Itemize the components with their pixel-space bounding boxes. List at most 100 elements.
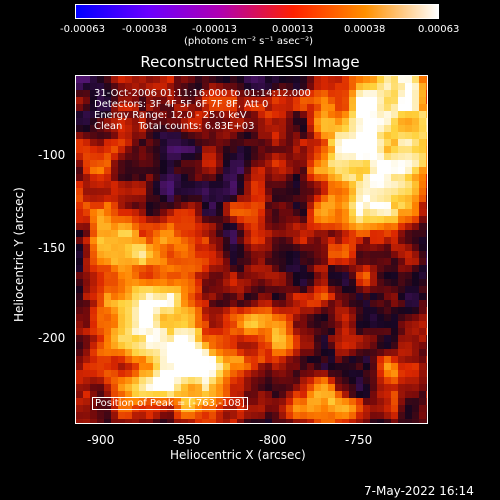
map-pixel	[97, 272, 105, 280]
map-pixel	[377, 188, 385, 196]
map-pixel	[195, 104, 203, 112]
map-pixel	[251, 370, 259, 378]
map-pixel	[356, 279, 364, 287]
map-pixel	[167, 279, 175, 287]
map-pixel	[307, 293, 315, 301]
map-pixel	[153, 300, 161, 308]
map-pixel	[230, 244, 238, 252]
map-pixel	[83, 118, 91, 126]
map-pixel	[209, 349, 217, 357]
map-pixel	[244, 167, 252, 175]
map-pixel	[391, 216, 399, 224]
map-pixel	[321, 258, 329, 266]
map-pixel	[328, 405, 336, 413]
map-pixel	[139, 251, 147, 259]
map-pixel	[174, 412, 182, 420]
map-pixel	[83, 349, 91, 357]
map-pixel	[426, 76, 427, 84]
map-pixel	[335, 160, 343, 168]
map-pixel	[132, 195, 140, 203]
map-pixel	[174, 230, 182, 238]
map-pixel	[265, 202, 273, 210]
map-pixel	[83, 97, 91, 105]
map-pixel	[342, 321, 350, 329]
map-pixel	[272, 174, 280, 182]
map-pixel	[167, 398, 175, 406]
map-pixel	[251, 230, 259, 238]
map-pixel	[349, 272, 357, 280]
map-pixel	[307, 132, 315, 140]
map-pixel	[230, 216, 238, 224]
map-pixel	[146, 90, 154, 98]
map-pixel	[328, 321, 336, 329]
map-pixel	[377, 293, 385, 301]
map-pixel	[426, 139, 427, 147]
map-pixel	[139, 104, 147, 112]
map-pixel	[307, 111, 315, 119]
map-pixel	[377, 181, 385, 189]
map-pixel	[83, 167, 91, 175]
map-pixel	[216, 398, 224, 406]
map-pixel	[167, 160, 175, 168]
map-pixel	[391, 167, 399, 175]
map-pixel	[349, 258, 357, 266]
map-pixel	[321, 153, 329, 161]
map-pixel	[328, 195, 336, 203]
map-pixel	[405, 314, 413, 322]
map-pixel	[209, 279, 217, 287]
map-pixel	[321, 104, 329, 112]
map-pixel	[405, 118, 413, 126]
map-pixel	[181, 300, 189, 308]
map-pixel	[209, 405, 217, 413]
map-pixel	[363, 195, 371, 203]
map-pixel	[202, 195, 210, 203]
map-pixel	[237, 244, 245, 252]
map-pixel	[335, 195, 343, 203]
map-pixel	[272, 265, 280, 273]
map-pixel	[356, 356, 364, 364]
map-pixel	[174, 398, 182, 406]
map-pixel	[265, 160, 273, 168]
map-pixel	[363, 412, 371, 420]
map-pixel	[356, 272, 364, 280]
map-pixel	[384, 111, 392, 119]
map-pixel	[195, 307, 203, 315]
map-pixel	[405, 363, 413, 371]
map-pixel	[363, 83, 371, 91]
map-pixel	[223, 160, 231, 168]
map-pixel	[111, 132, 119, 140]
map-pixel	[216, 307, 224, 315]
map-pixel	[230, 279, 238, 287]
map-pixel	[153, 377, 161, 385]
map-pixel	[125, 97, 133, 105]
map-pixel	[377, 391, 385, 399]
map-pixel	[286, 202, 294, 210]
map-pixel	[335, 300, 343, 308]
map-pixel	[279, 370, 287, 378]
map-pixel	[139, 398, 147, 406]
map-pixel	[223, 370, 231, 378]
map-pixel	[230, 272, 238, 280]
map-pixel	[300, 146, 308, 154]
map-pixel	[426, 244, 427, 252]
map-pixel	[237, 76, 245, 84]
map-pixel	[209, 223, 217, 231]
map-pixel	[223, 398, 231, 406]
map-pixel	[293, 216, 301, 224]
map-pixel	[174, 349, 182, 357]
map-pixel	[139, 293, 147, 301]
map-pixel	[349, 335, 357, 343]
map-pixel	[188, 160, 196, 168]
map-pixel	[181, 83, 189, 91]
map-pixel	[426, 160, 427, 168]
map-pixel	[139, 118, 147, 126]
map-pixel	[384, 328, 392, 336]
map-pixel	[174, 272, 182, 280]
map-pixel	[160, 328, 168, 336]
map-pixel	[398, 104, 406, 112]
map-pixel	[195, 202, 203, 210]
map-pixel	[412, 384, 420, 392]
map-pixel	[188, 293, 196, 301]
map-pixel	[426, 132, 427, 140]
map-pixel	[160, 419, 168, 423]
